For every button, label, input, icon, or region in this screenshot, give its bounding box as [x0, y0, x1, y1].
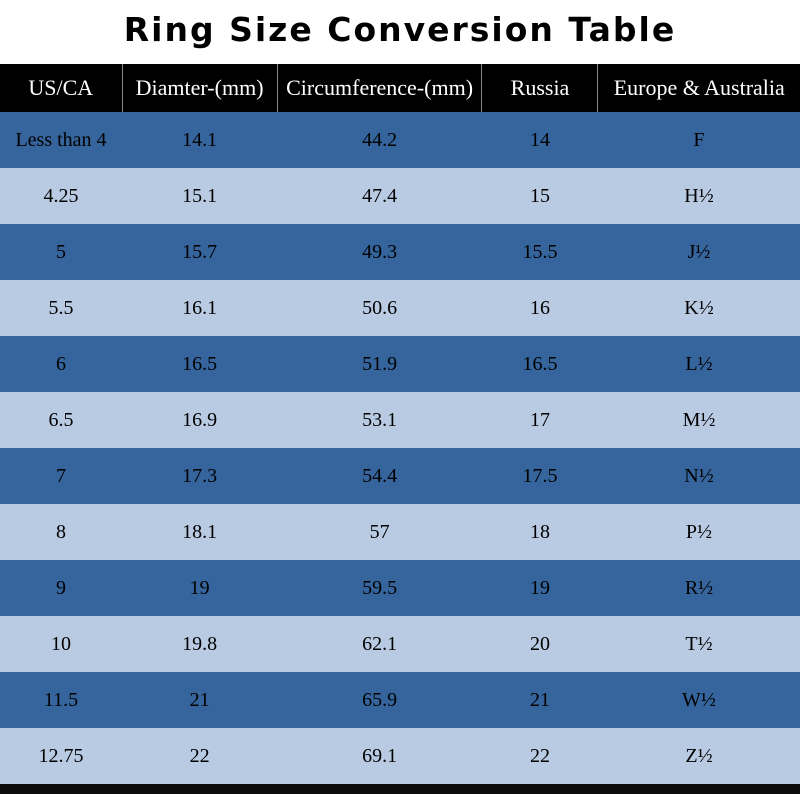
column-header-europe-australia: Europe & Australia: [597, 64, 800, 112]
table-row: 4.25 15.1 47.4 15 H½: [0, 168, 800, 224]
table-cell: 19: [189, 576, 210, 599]
table-cell: 47.4: [362, 184, 398, 207]
table-cell: N½: [684, 464, 714, 487]
table-cell: 5: [56, 240, 66, 263]
table-row: Less than 4 14.1 44.2 14 F: [0, 112, 800, 168]
table-cell: 14.1: [182, 128, 218, 151]
table-cell: T½: [685, 632, 713, 655]
table-row: 11.5 21 65.9 21 W½: [0, 672, 800, 728]
table-cell: 49.3: [362, 240, 398, 263]
table-cell: 15.7: [182, 240, 218, 263]
table-cell: 15.1: [182, 184, 218, 207]
table-body: Less than 4 14.1 44.2 14 F 4.25 15.1 47.4 15 H½ 5 1…: [0, 112, 800, 784]
table-cell: 6: [56, 352, 66, 375]
table-cell: 9: [56, 576, 66, 599]
table-cell: 57: [369, 520, 390, 543]
table-cell: 20: [529, 632, 550, 655]
table-row: 5.5 16.1 50.6 16 K½: [0, 280, 800, 336]
table-cell: 19: [529, 576, 550, 599]
table-cell: 54.4: [362, 464, 398, 487]
ring-size-table: US/CA Diamter-(mm) Circumference-(mm) Ru…: [0, 64, 800, 784]
column-header-circumference-mm: Circumference-(mm): [276, 64, 482, 112]
table-cell: 18: [529, 520, 550, 543]
table-cell: 17.5: [522, 464, 558, 487]
table-cell: 16.5: [522, 352, 558, 375]
table-cell: 65.9: [362, 688, 398, 711]
table-cell: Less than 4: [15, 128, 107, 151]
table-cell: 22: [189, 744, 210, 767]
column-header-russia: Russia: [481, 64, 598, 112]
table-cell: R½: [684, 576, 714, 599]
table-cell: 15.5: [522, 240, 558, 263]
table-cell: W½: [682, 688, 716, 711]
table-cell: 21: [529, 688, 550, 711]
table-row: 6.5 16.9 53.1 17 M½: [0, 392, 800, 448]
table-cell: 14: [529, 128, 550, 151]
table-cell: P½: [685, 520, 713, 543]
table-cell: 62.1: [362, 632, 398, 655]
table-cell: 22: [529, 744, 550, 767]
table-cell: H½: [684, 184, 714, 207]
table-cell: Z½: [685, 744, 713, 767]
table-row: 12.75 22 69.1 22 Z½: [0, 728, 800, 784]
table-cell: K½: [684, 296, 714, 319]
table-row: 7 17.3 54.4 17.5 N½: [0, 448, 800, 504]
page-title: Ring Size Conversion Table: [123, 10, 677, 49]
table-cell: 12.75: [38, 744, 84, 767]
table-cell: 16: [529, 296, 550, 319]
table-cell: 7: [56, 464, 66, 487]
table-cell: M½: [682, 408, 716, 431]
table-cell: 17.3: [182, 464, 218, 487]
table-cell: 5.5: [48, 296, 74, 319]
table-cell: 50.6: [362, 296, 398, 319]
table-row: 9 19 59.5 19 R½: [0, 560, 800, 616]
table-cell: F: [693, 128, 705, 151]
table-cell: 18.1: [182, 520, 218, 543]
table-cell: L½: [685, 352, 713, 375]
table-cell: 16.1: [182, 296, 218, 319]
table-cell: 10: [51, 632, 71, 655]
table-cell: 6.5: [48, 408, 74, 431]
table-bottom-border: [0, 784, 800, 794]
column-header-diameter-mm: Diamter-(mm): [121, 64, 278, 112]
table-cell: 44.2: [362, 128, 398, 151]
table-cell: 69.1: [362, 744, 398, 767]
table-cell: 16.9: [182, 408, 218, 431]
table-header-row: US/CA Diamter-(mm) Circumference-(mm) Ru…: [0, 64, 800, 112]
table-cell: 8: [56, 520, 66, 543]
table-cell: 19.8: [182, 632, 218, 655]
table-row: 6 16.5 51.9 16.5 L½: [0, 336, 800, 392]
table-cell: 15: [529, 184, 550, 207]
table-row: 5 15.7 49.3 15.5 J½: [0, 224, 800, 280]
table-row: 10 19.8 62.1 20 T½: [0, 616, 800, 672]
table-cell: 4.25: [43, 184, 79, 207]
column-header-us-ca: US/CA: [0, 64, 122, 112]
table-cell: 51.9: [362, 352, 398, 375]
table-row: 8 18.1 57 18 P½: [0, 504, 800, 560]
table-cell: 16.5: [182, 352, 218, 375]
table-cell: 21: [189, 688, 210, 711]
table-cell: J½: [687, 240, 711, 263]
table-cell: 59.5: [362, 576, 398, 599]
table-cell: 53.1: [362, 408, 398, 431]
table-header: US/CA Diamter-(mm) Circumference-(mm) Ru…: [0, 64, 800, 112]
table-cell: 11.5: [43, 688, 79, 711]
table-cell: 17: [529, 408, 550, 431]
